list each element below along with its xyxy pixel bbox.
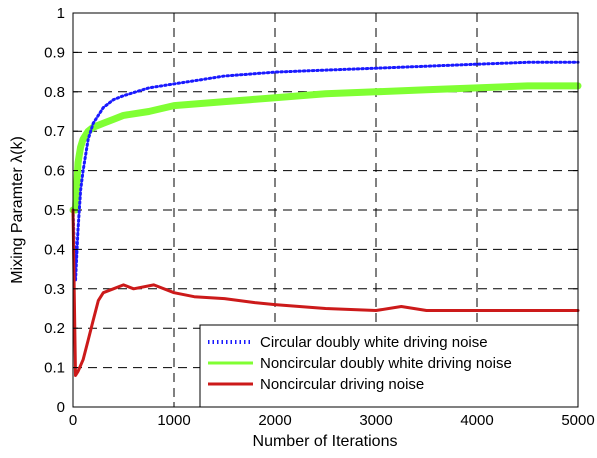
legend-label-noncircular-doubly: Noncircular doubly white driving noise <box>260 355 512 372</box>
series-circular-line <box>71 60 580 283</box>
legend-label-noncircular: Noncircular driving noise <box>260 376 424 393</box>
x-tick-label: 2000 <box>258 412 291 429</box>
y-tick-label: 0.2 <box>44 320 65 337</box>
series-noncircular-line <box>71 208 580 377</box>
legend-box <box>199 324 579 408</box>
x-tick-label: 3000 <box>359 412 392 429</box>
y-tick-label: 0.4 <box>44 241 65 258</box>
x-tick-label: 4000 <box>460 412 493 429</box>
x-tick-label: 0 <box>69 412 77 429</box>
y-axis-label: Mixing Paramter λ(k) <box>9 136 26 284</box>
y-tick-label: 0.7 <box>44 123 65 140</box>
y-tick-label: 0.1 <box>44 360 65 377</box>
y-tick-label: 0.3 <box>44 281 65 298</box>
x-tick-label: 5000 <box>561 412 594 429</box>
x-tick-label: 1000 <box>157 412 190 429</box>
y-tick-label: 0 <box>57 399 65 416</box>
x-axis-label: Number of Iterations <box>253 433 398 450</box>
legend-label-circular: Circular doubly white driving noise <box>260 334 488 351</box>
tick-labels: 0 1000 2000 3000 4000 5000 0 0.1 0.2 0.3 0.4 0.5 0.6… <box>44 5 595 429</box>
series-layer <box>69 60 582 377</box>
y-tick-label: 0.8 <box>44 84 65 101</box>
y-tick-label: 0.5 <box>44 202 65 219</box>
legend: Circular doubly white driving noise Nonc… <box>199 324 579 408</box>
series-noncircular-doubly-line <box>69 82 582 214</box>
y-tick-label: 1 <box>57 5 65 22</box>
y-tick-label: 0.9 <box>44 44 65 61</box>
y-tick-label: 0.6 <box>44 163 65 180</box>
